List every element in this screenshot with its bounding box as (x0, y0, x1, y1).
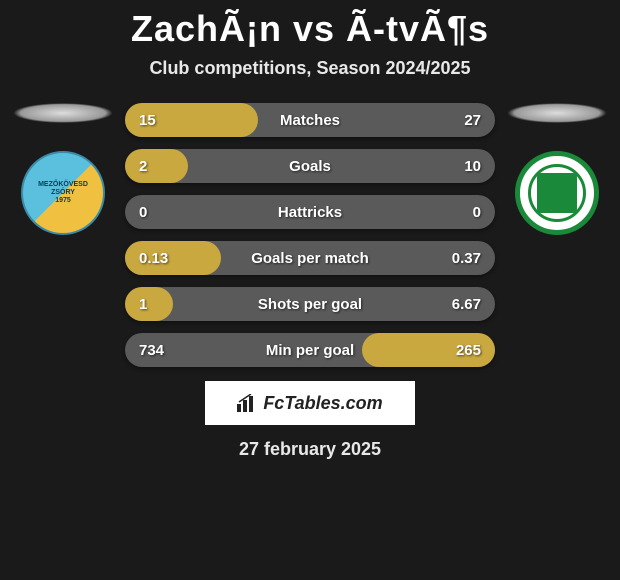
stat-row: 1 Shots per goal 6.67 (125, 287, 495, 321)
stat-value-left: 734 (139, 342, 164, 359)
left-club-crest: MEZŐKÖVESD ZSÓRY 1975 (21, 151, 105, 235)
player-shadow (13, 103, 113, 123)
stat-row: 0.13 Goals per match 0.37 (125, 241, 495, 275)
player-shadow (507, 103, 607, 123)
brand-text: FcTables.com (263, 393, 382, 414)
chart-icon (237, 394, 257, 412)
left-crest-text: MEZŐKÖVESD ZSÓRY 1975 (38, 181, 88, 204)
stat-value-left: 1 (139, 296, 147, 313)
right-crest-shape (537, 173, 577, 213)
stat-value-left: 15 (139, 112, 156, 129)
stat-bars: 15 Matches 27 2 Goals 10 0 Hattricks 0 0.13 Goals … (125, 103, 495, 367)
stat-value-left: 0 (139, 204, 147, 221)
stat-value-left: 2 (139, 158, 147, 175)
stat-value-right: 0.37 (452, 250, 481, 267)
stat-row: 2 Goals 10 (125, 149, 495, 183)
crest-line: MEZŐKÖVESD (38, 181, 88, 189)
comparison-content: MEZŐKÖVESD ZSÓRY 1975 15 Matches 27 2 Goals 1… (0, 103, 620, 367)
stat-label: Goals (289, 158, 331, 175)
stat-row: 0 Hattricks 0 (125, 195, 495, 229)
stat-fill-left (125, 287, 173, 321)
stat-label: Hattricks (278, 204, 342, 221)
comparison-subtitle: Club competitions, Season 2024/2025 (0, 58, 620, 79)
stat-value-right: 0 (473, 204, 481, 221)
stat-label: Min per goal (266, 342, 354, 359)
right-player-column (507, 103, 607, 235)
stat-row: 734 Min per goal 265 (125, 333, 495, 367)
stat-value-right: 10 (464, 158, 481, 175)
stat-value-left: 0.13 (139, 250, 168, 267)
stat-value-right: 27 (464, 112, 481, 129)
stat-fill-left (125, 149, 188, 183)
stat-label: Shots per goal (258, 296, 362, 313)
stat-row: 15 Matches 27 (125, 103, 495, 137)
stat-label: Goals per match (251, 250, 369, 267)
right-club-crest (515, 151, 599, 235)
stat-value-right: 265 (456, 342, 481, 359)
crest-line: ZSÓRY (38, 189, 88, 197)
brand-badge[interactable]: FcTables.com (205, 381, 415, 425)
stat-value-right: 6.67 (452, 296, 481, 313)
comparison-date: 27 february 2025 (0, 439, 620, 460)
left-player-column: MEZŐKÖVESD ZSÓRY 1975 (13, 103, 113, 235)
comparison-title: ZachÃ¡n vs Ã-tvÃ¶s (0, 0, 620, 50)
crest-line: 1975 (38, 197, 88, 205)
stat-label: Matches (280, 112, 340, 129)
